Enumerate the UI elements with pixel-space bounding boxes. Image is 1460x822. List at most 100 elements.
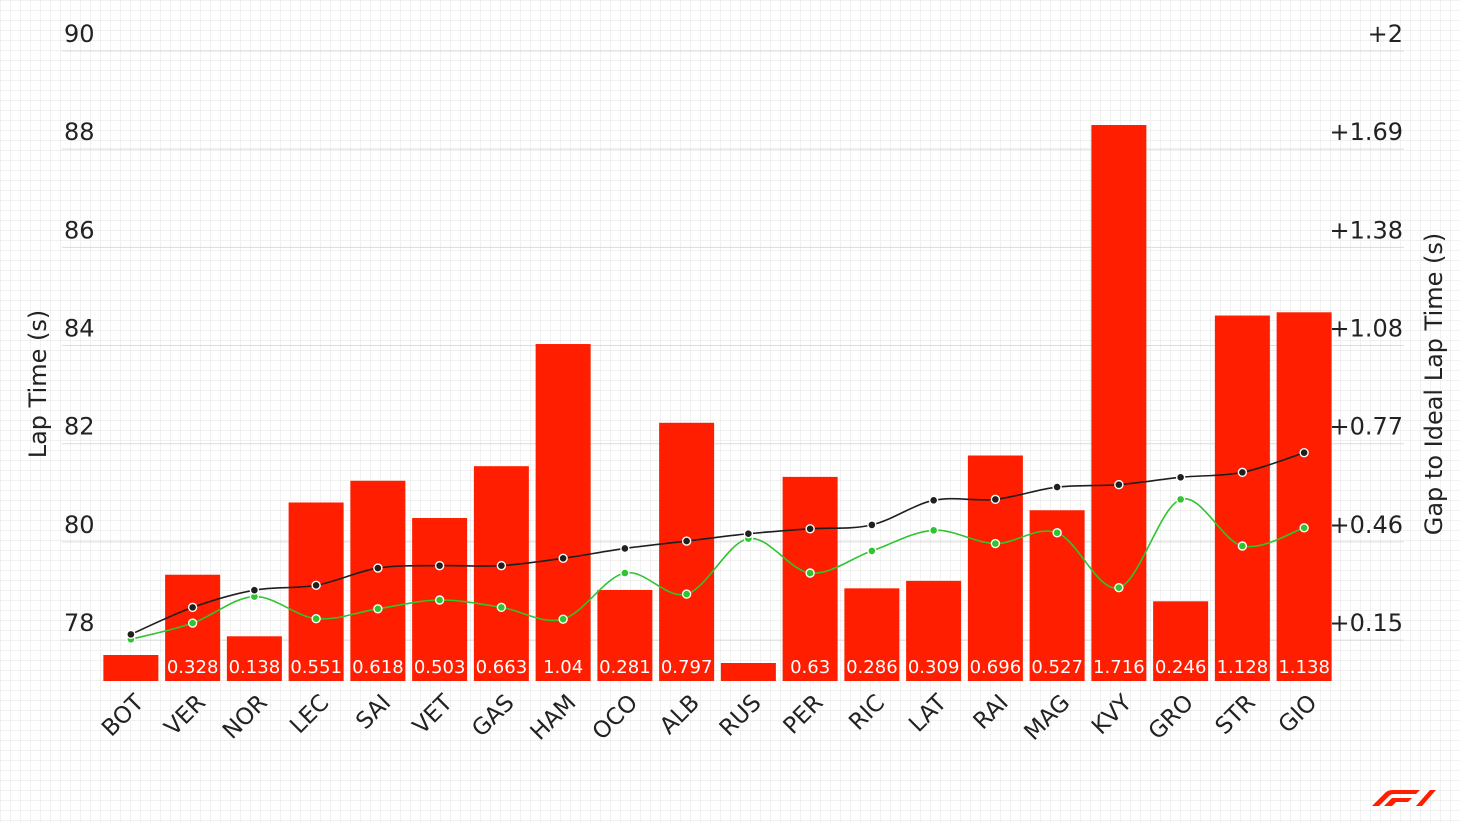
y2-tick-label: +0.46: [1329, 511, 1403, 539]
x-tick-label: ALB: [655, 690, 705, 740]
bar: [1029, 510, 1085, 681]
bar: [782, 476, 838, 681]
bar: [1276, 312, 1332, 681]
x-tick-label: KVY: [1087, 689, 1138, 740]
x-tick-label: BOT: [97, 689, 150, 742]
x-tick-label: VER: [160, 690, 211, 741]
ideal-lap-point: [373, 604, 383, 614]
lap-time-point: [311, 580, 321, 590]
lap-time-point: [867, 520, 877, 530]
x-tick-label: GAS: [467, 690, 519, 742]
lap-time-point: [126, 629, 136, 640]
y-tick-label: 88: [64, 118, 95, 146]
y-axis-title: Lap Time (s): [24, 310, 52, 459]
bar-value-label: 1.716: [1093, 657, 1145, 678]
bar-value-label: 0.797: [661, 657, 713, 678]
ideal-lap-point: [558, 614, 568, 624]
bar-value-label: 0.503: [414, 657, 466, 678]
ideal-lap-point: [928, 525, 939, 535]
y-tick-label: 78: [64, 609, 95, 637]
ideal-lap-point: [1114, 583, 1124, 593]
bar: [226, 636, 282, 681]
x-tick-label: OCO: [588, 690, 643, 745]
ideal-lap-point: [187, 618, 198, 628]
ideal-lap-point: [496, 602, 507, 613]
grid-lines: [62, 50, 1404, 641]
lap-time-point: [1237, 467, 1248, 478]
bar: [288, 502, 344, 681]
x-tick-label: HAM: [526, 690, 582, 746]
ideal-lap-point: [990, 538, 1001, 549]
x-tick-label: NOR: [218, 690, 273, 745]
bar: [1214, 315, 1270, 681]
bar-value-label: 1.128: [1217, 657, 1269, 678]
lap-time-point: [1114, 479, 1124, 490]
bar: [1153, 601, 1209, 681]
bar: [597, 589, 653, 681]
bar: [350, 480, 406, 681]
bar-value-label: 0.618: [352, 657, 404, 678]
lap-time-point: [434, 560, 445, 571]
lap-time-point: [373, 563, 383, 573]
bar: [535, 344, 591, 681]
ideal-lap-point: [1052, 528, 1062, 538]
x-tick-label: SAI: [351, 690, 396, 735]
y-tick-label: 84: [64, 315, 95, 343]
bar-value-label: 1.138: [1278, 657, 1330, 678]
f1-logo: [1372, 790, 1436, 806]
x-tick-label: LEC: [285, 690, 334, 739]
bar-value-label: 1.04: [543, 657, 583, 678]
bar: [1091, 125, 1147, 682]
bar-value-label: 0.246: [1155, 657, 1207, 678]
x-tick-label: MAG: [1020, 690, 1076, 746]
lap-time-point: [1175, 472, 1186, 482]
bar: [967, 455, 1023, 681]
ideal-lap-point: [1299, 523, 1309, 533]
x-tick-label: RIC: [844, 690, 890, 736]
bar: [473, 466, 529, 681]
lap-time-point: [620, 543, 630, 554]
bar-value-label: 0.527: [1031, 657, 1083, 678]
y2-tick-label: +1.38: [1329, 216, 1403, 244]
bar-value-label: 0.63: [790, 657, 830, 678]
lap-time-point: [1052, 482, 1062, 492]
bar-value-label: 0.663: [476, 657, 528, 678]
y-tick-label: 80: [64, 511, 95, 539]
x-tick-label: LAT: [904, 689, 952, 737]
ideal-lap-point: [434, 595, 445, 605]
ideal-lap-point: [1175, 494, 1186, 505]
x-tick-label: STR: [1211, 690, 1261, 740]
lap-time-point: [681, 536, 692, 546]
y-tick-label: 86: [64, 216, 95, 244]
lap-time-point: [558, 553, 568, 563]
y2-axis-title: Gap to Ideal Lap Time (s): [1420, 233, 1448, 536]
x-tick-label: RUS: [715, 690, 767, 742]
bar-value-label: 0.551: [290, 657, 342, 678]
bar: [906, 580, 962, 681]
bar: [103, 655, 159, 681]
lap-time-point: [990, 494, 1001, 505]
lap-time-point: [249, 585, 260, 595]
ideal-lap-point: [867, 546, 877, 556]
x-tick-label: PER: [779, 690, 829, 740]
lap-time-point: [1299, 448, 1309, 458]
bar: [720, 663, 776, 681]
lines: [126, 448, 1309, 644]
x-tick-label: GRO: [1144, 690, 1199, 745]
lap-time-point: [187, 602, 198, 613]
lap-time-point: [496, 560, 507, 571]
bar: [844, 588, 900, 681]
bars: 0.328 0.138 0.551 0.618 0.503 0.663 1.04 0.281 0…: [103, 125, 1332, 682]
bar-value-label: 0.309: [908, 657, 960, 678]
ideal-lap-point: [311, 613, 321, 624]
y2-tick-label: +0.77: [1329, 413, 1403, 441]
ideal-lap-point: [620, 568, 630, 578]
y2-tick-label: +0.15: [1329, 609, 1403, 637]
y2-tick-label: +2: [1368, 20, 1403, 48]
x-tick-label: RAI: [969, 690, 1014, 735]
x-tick-label: VET: [408, 689, 458, 739]
y-tick-label: 90: [64, 20, 95, 48]
y2-tick-label: +1.69: [1329, 118, 1403, 146]
